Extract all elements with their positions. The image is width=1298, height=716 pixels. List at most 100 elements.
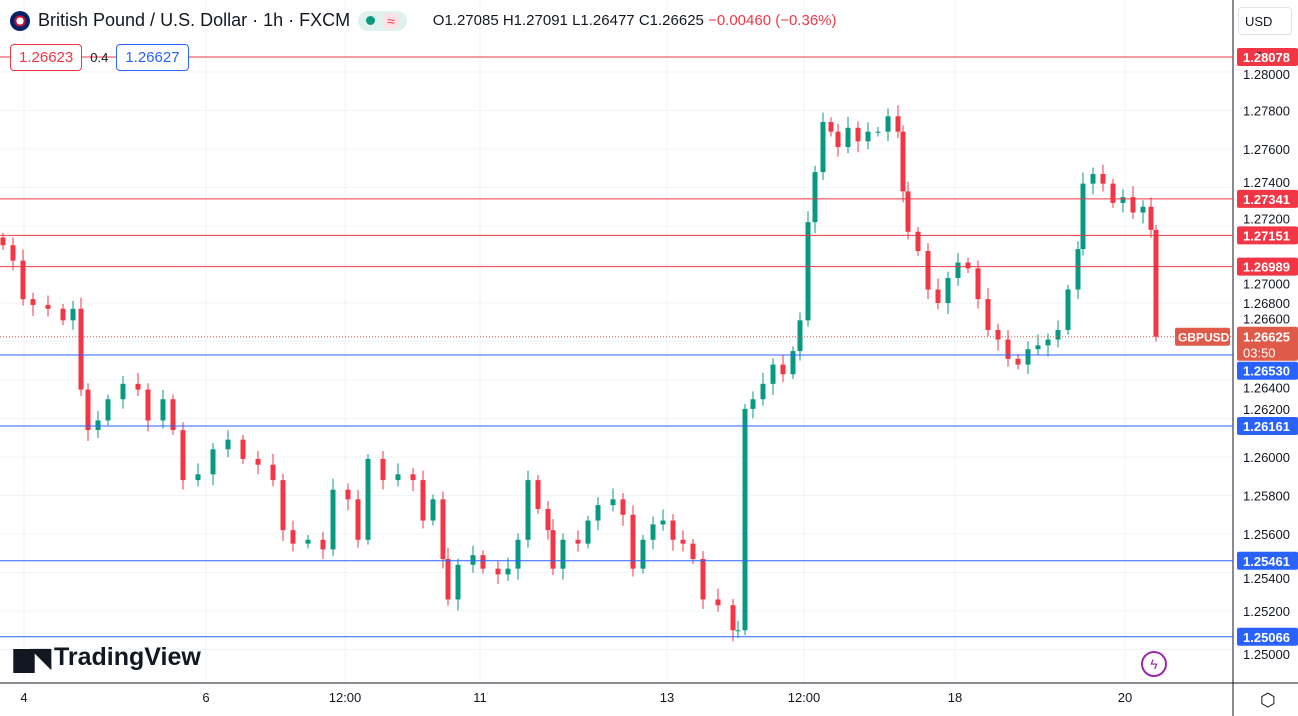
- time-tick-label: 11: [473, 690, 487, 705]
- candle-body: [78, 308, 84, 390]
- open-value: O1.27085: [432, 12, 499, 29]
- countdown-label: 03:50: [1243, 346, 1276, 361]
- candle-body: [1005, 339, 1011, 359]
- candle-body: [575, 539, 581, 544]
- support-level-tag-label: 1.26530: [1243, 364, 1290, 379]
- candle-body: [895, 116, 901, 132]
- candle-body: [1065, 289, 1071, 330]
- candle-body: [690, 543, 696, 560]
- candle-body: [935, 289, 941, 303]
- candle-body: [0, 237, 6, 246]
- candle-body: [650, 524, 656, 540]
- currency-label: USD: [1245, 14, 1273, 29]
- candle-body: [430, 499, 436, 521]
- candle-body: [380, 458, 386, 481]
- candle-body: [105, 399, 111, 421]
- candle-body: [760, 383, 766, 400]
- candle-body: [995, 329, 1001, 340]
- candle-body: [455, 564, 461, 600]
- candle-body: [820, 122, 826, 173]
- candle-body: [1055, 329, 1061, 340]
- candle-body: [330, 489, 336, 550]
- chevron-down-icon: ⌄: [1255, 46, 1264, 57]
- symbol-title[interactable]: British Pound / U.S. Dollar · 1h · FXCM: [38, 10, 351, 30]
- candle-body: [1130, 197, 1136, 213]
- symbol-header: British Pound / U.S. Dollar · 1h · FXCM …: [10, 10, 837, 31]
- candle-body: [255, 458, 261, 465]
- candle-body: [1153, 229, 1159, 337]
- price-tick-label: 1.25600: [1243, 527, 1290, 542]
- gbp-usd-flag-icon: [10, 10, 30, 31]
- candle-body: [195, 474, 201, 481]
- lightning-icon[interactable]: ϟ: [1141, 651, 1167, 677]
- resistance-level-tag: [1237, 257, 1298, 276]
- price-tick-label: 1.25800: [1243, 489, 1290, 504]
- support-level-tag: [1237, 627, 1298, 646]
- candle-body: [915, 231, 921, 252]
- candle-body: [470, 555, 476, 565]
- candle-body: [270, 464, 276, 481]
- candle-body: [715, 599, 721, 606]
- candle-body: [975, 268, 981, 300]
- resistance-level-tag-label: 1.26989: [1243, 260, 1290, 275]
- high-value: H1.27091: [502, 12, 568, 29]
- candle-body: [535, 480, 541, 509]
- candle-body: [10, 245, 16, 261]
- resistance-level-tag-label: 1.27151: [1243, 228, 1290, 243]
- candle-body: [1075, 249, 1081, 290]
- candle-body: [790, 351, 796, 375]
- candle-body: [445, 559, 451, 600]
- market-status[interactable]: ≈: [358, 10, 407, 31]
- candle-body: [120, 383, 126, 400]
- candle-body: [305, 539, 311, 544]
- candle-body: [925, 251, 931, 290]
- time-tick-label: 12:00: [788, 690, 821, 705]
- candle-body: [885, 116, 891, 132]
- candle-body: [780, 364, 786, 375]
- candle-body: [355, 499, 361, 540]
- price-tick-label: 1.26600: [1243, 312, 1290, 327]
- candle-body: [1140, 206, 1146, 213]
- candle-body: [290, 530, 296, 544]
- price-tick-label: 1.25200: [1243, 604, 1290, 619]
- settings-hexagon-icon[interactable]: ⬡: [1260, 690, 1276, 710]
- support-level-tag: [1237, 551, 1298, 570]
- price-tick-label: 1.25000: [1243, 647, 1290, 662]
- candle-body: [1148, 206, 1154, 230]
- candle-body: [70, 308, 76, 321]
- candle-body: [640, 539, 646, 569]
- candle-body: [1110, 183, 1116, 203]
- candle-body: [1080, 183, 1086, 250]
- tradingview-mark-icon: ▆◥: [14, 642, 51, 672]
- candle-body: [595, 505, 601, 521]
- currency-select[interactable]: USD ⌄: [1238, 7, 1292, 57]
- candle-body: [730, 605, 736, 631]
- candle-body: [1035, 345, 1041, 350]
- candle-body: [410, 474, 416, 481]
- ohlc-values: O1.27085 H1.27091 L1.26477 C1.26625 −0.0…: [433, 12, 837, 29]
- symbol-tag-label: GBPUSD: [1178, 331, 1230, 345]
- price-tick-label: 1.27000: [1243, 277, 1290, 292]
- candle-body: [630, 514, 636, 569]
- candle-body: [742, 408, 748, 631]
- candle-body: [280, 480, 286, 531]
- price-tick-label: 1.27600: [1243, 142, 1290, 157]
- price-tick-label: 1.26000: [1243, 450, 1290, 465]
- sell-button[interactable]: 1.26623: [10, 44, 83, 71]
- candle-body: [700, 559, 706, 600]
- tradingview-logo[interactable]: ▆◥ TradingView: [14, 642, 201, 673]
- candle-body: [620, 499, 626, 515]
- candle-body: [545, 508, 551, 531]
- trade-panel: 1.26623 0.4 1.26627: [10, 44, 189, 71]
- buy-button[interactable]: 1.26627: [116, 44, 189, 71]
- candle-body: [320, 539, 326, 550]
- candle-body: [240, 439, 246, 459]
- candle-body: [680, 539, 686, 544]
- candle-body: [45, 304, 51, 309]
- resistance-level-tag: [1237, 47, 1298, 66]
- price-tick-label: 1.26200: [1243, 402, 1290, 417]
- support-level-tag-label: 1.25066: [1243, 630, 1290, 645]
- candle-body: [965, 262, 971, 269]
- candle-body: [660, 520, 666, 525]
